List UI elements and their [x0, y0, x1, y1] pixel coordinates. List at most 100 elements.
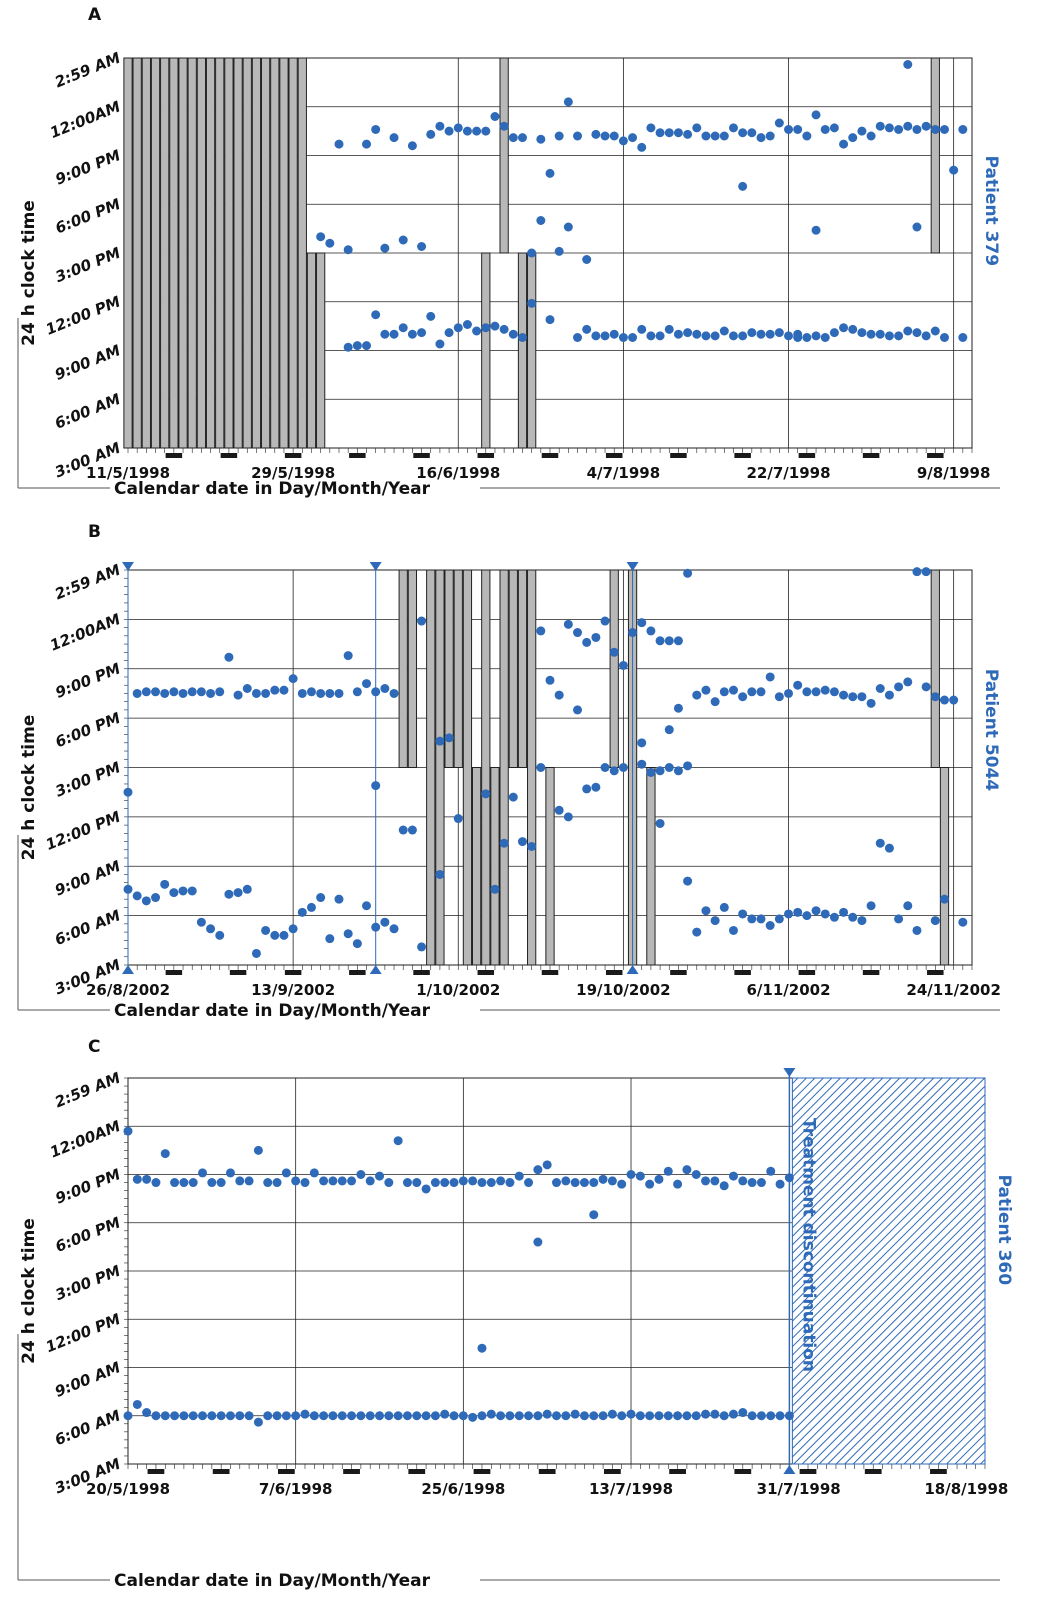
- missing-data-bar: [270, 57, 280, 449]
- data-point: [444, 328, 454, 338]
- data-point: [738, 692, 748, 702]
- data-point: [756, 329, 766, 339]
- data-point: [765, 921, 775, 930]
- night-mark: [343, 1469, 360, 1474]
- data-point: [499, 121, 509, 131]
- data-point: [198, 1411, 208, 1421]
- data-point: [517, 133, 527, 143]
- data-point: [747, 128, 757, 138]
- missing-data-bar: [288, 57, 298, 449]
- night-mark: [541, 970, 559, 975]
- y-tick-label: 2:59 AM: [52, 561, 123, 604]
- marker-triangle-down: [626, 562, 639, 571]
- missing-data-bar: [233, 57, 243, 449]
- y-tick-label: 2:59 AM: [52, 1069, 123, 1112]
- data-point: [884, 123, 894, 133]
- missing-data-bar: [545, 767, 555, 966]
- data-point: [272, 1178, 282, 1188]
- data-point: [481, 789, 491, 799]
- data-point: [141, 687, 151, 697]
- night-mark: [538, 1469, 556, 1474]
- data-point: [365, 1176, 375, 1186]
- data-point: [151, 1178, 161, 1188]
- missing-data-bar: [123, 57, 133, 449]
- data-point: [288, 674, 298, 684]
- night-mark: [669, 1469, 686, 1474]
- data-point: [325, 238, 335, 248]
- data-point: [508, 792, 518, 802]
- data-point: [514, 1411, 524, 1421]
- data-point: [728, 331, 738, 341]
- data-point: [829, 912, 839, 922]
- night-mark: [165, 453, 183, 458]
- data-point: [160, 688, 170, 698]
- data-point: [673, 703, 683, 713]
- data-point: [215, 930, 225, 940]
- night-mark: [165, 970, 183, 975]
- missing-data-bar: [316, 252, 326, 449]
- data-point: [802, 911, 812, 921]
- data-point: [362, 341, 372, 351]
- data-point: [912, 567, 922, 577]
- data-point: [417, 942, 427, 952]
- data-point: [600, 331, 610, 341]
- missing-data-bar: [398, 569, 408, 768]
- night-mark: [670, 970, 687, 975]
- missing-data-bar: [251, 57, 262, 449]
- data-point: [389, 133, 399, 143]
- data-point: [421, 1411, 431, 1421]
- patient-label: Patient 360: [994, 1175, 1014, 1286]
- data-point: [579, 1178, 589, 1188]
- data-point: [857, 328, 867, 338]
- y-axis-title: 24 h clock time: [19, 715, 39, 861]
- data-point: [449, 1178, 459, 1188]
- y-tick-label: 9:00 PM: [53, 146, 123, 188]
- data-point: [719, 902, 729, 912]
- data-point: [930, 125, 940, 134]
- data-point: [626, 1409, 636, 1419]
- data-point: [912, 222, 922, 232]
- data-point: [738, 331, 748, 341]
- data-point: [328, 1176, 338, 1186]
- data-point: [857, 126, 867, 136]
- data-point: [542, 1409, 552, 1419]
- data-point: [334, 894, 344, 904]
- data-point: [481, 323, 491, 333]
- data-point: [710, 1409, 720, 1419]
- data-point: [692, 927, 702, 937]
- data-point: [477, 1411, 487, 1421]
- data-point: [334, 139, 344, 149]
- data-point: [233, 888, 243, 898]
- data-point: [371, 687, 381, 697]
- data-point: [244, 1411, 254, 1421]
- data-point: [179, 1178, 189, 1188]
- data-point: [673, 128, 683, 138]
- data-point: [187, 886, 197, 896]
- data-point: [682, 1165, 692, 1175]
- data-point: [362, 679, 372, 689]
- data-point: [123, 1411, 133, 1421]
- data-point: [514, 1171, 524, 1181]
- x-tick-label: 1/10/2002: [416, 981, 500, 999]
- data-point: [389, 329, 399, 339]
- night-mark: [734, 1469, 752, 1474]
- data-point: [444, 126, 454, 136]
- data-point: [573, 131, 583, 141]
- x-tick-label: 7/6/1998: [259, 1480, 333, 1498]
- data-point: [921, 682, 931, 692]
- data-point: [188, 1411, 198, 1421]
- data-point: [224, 652, 234, 662]
- data-point: [903, 121, 913, 131]
- data-point: [554, 805, 564, 815]
- data-point: [617, 1179, 627, 1189]
- data-point: [375, 1411, 385, 1421]
- data-point: [673, 636, 683, 646]
- night-mark: [927, 970, 944, 975]
- data-point: [839, 907, 849, 917]
- data-point: [430, 1411, 440, 1421]
- data-point: [756, 1178, 766, 1188]
- data-point: [866, 329, 876, 339]
- data-point: [673, 329, 683, 339]
- data-point: [600, 131, 610, 141]
- data-point: [866, 698, 876, 708]
